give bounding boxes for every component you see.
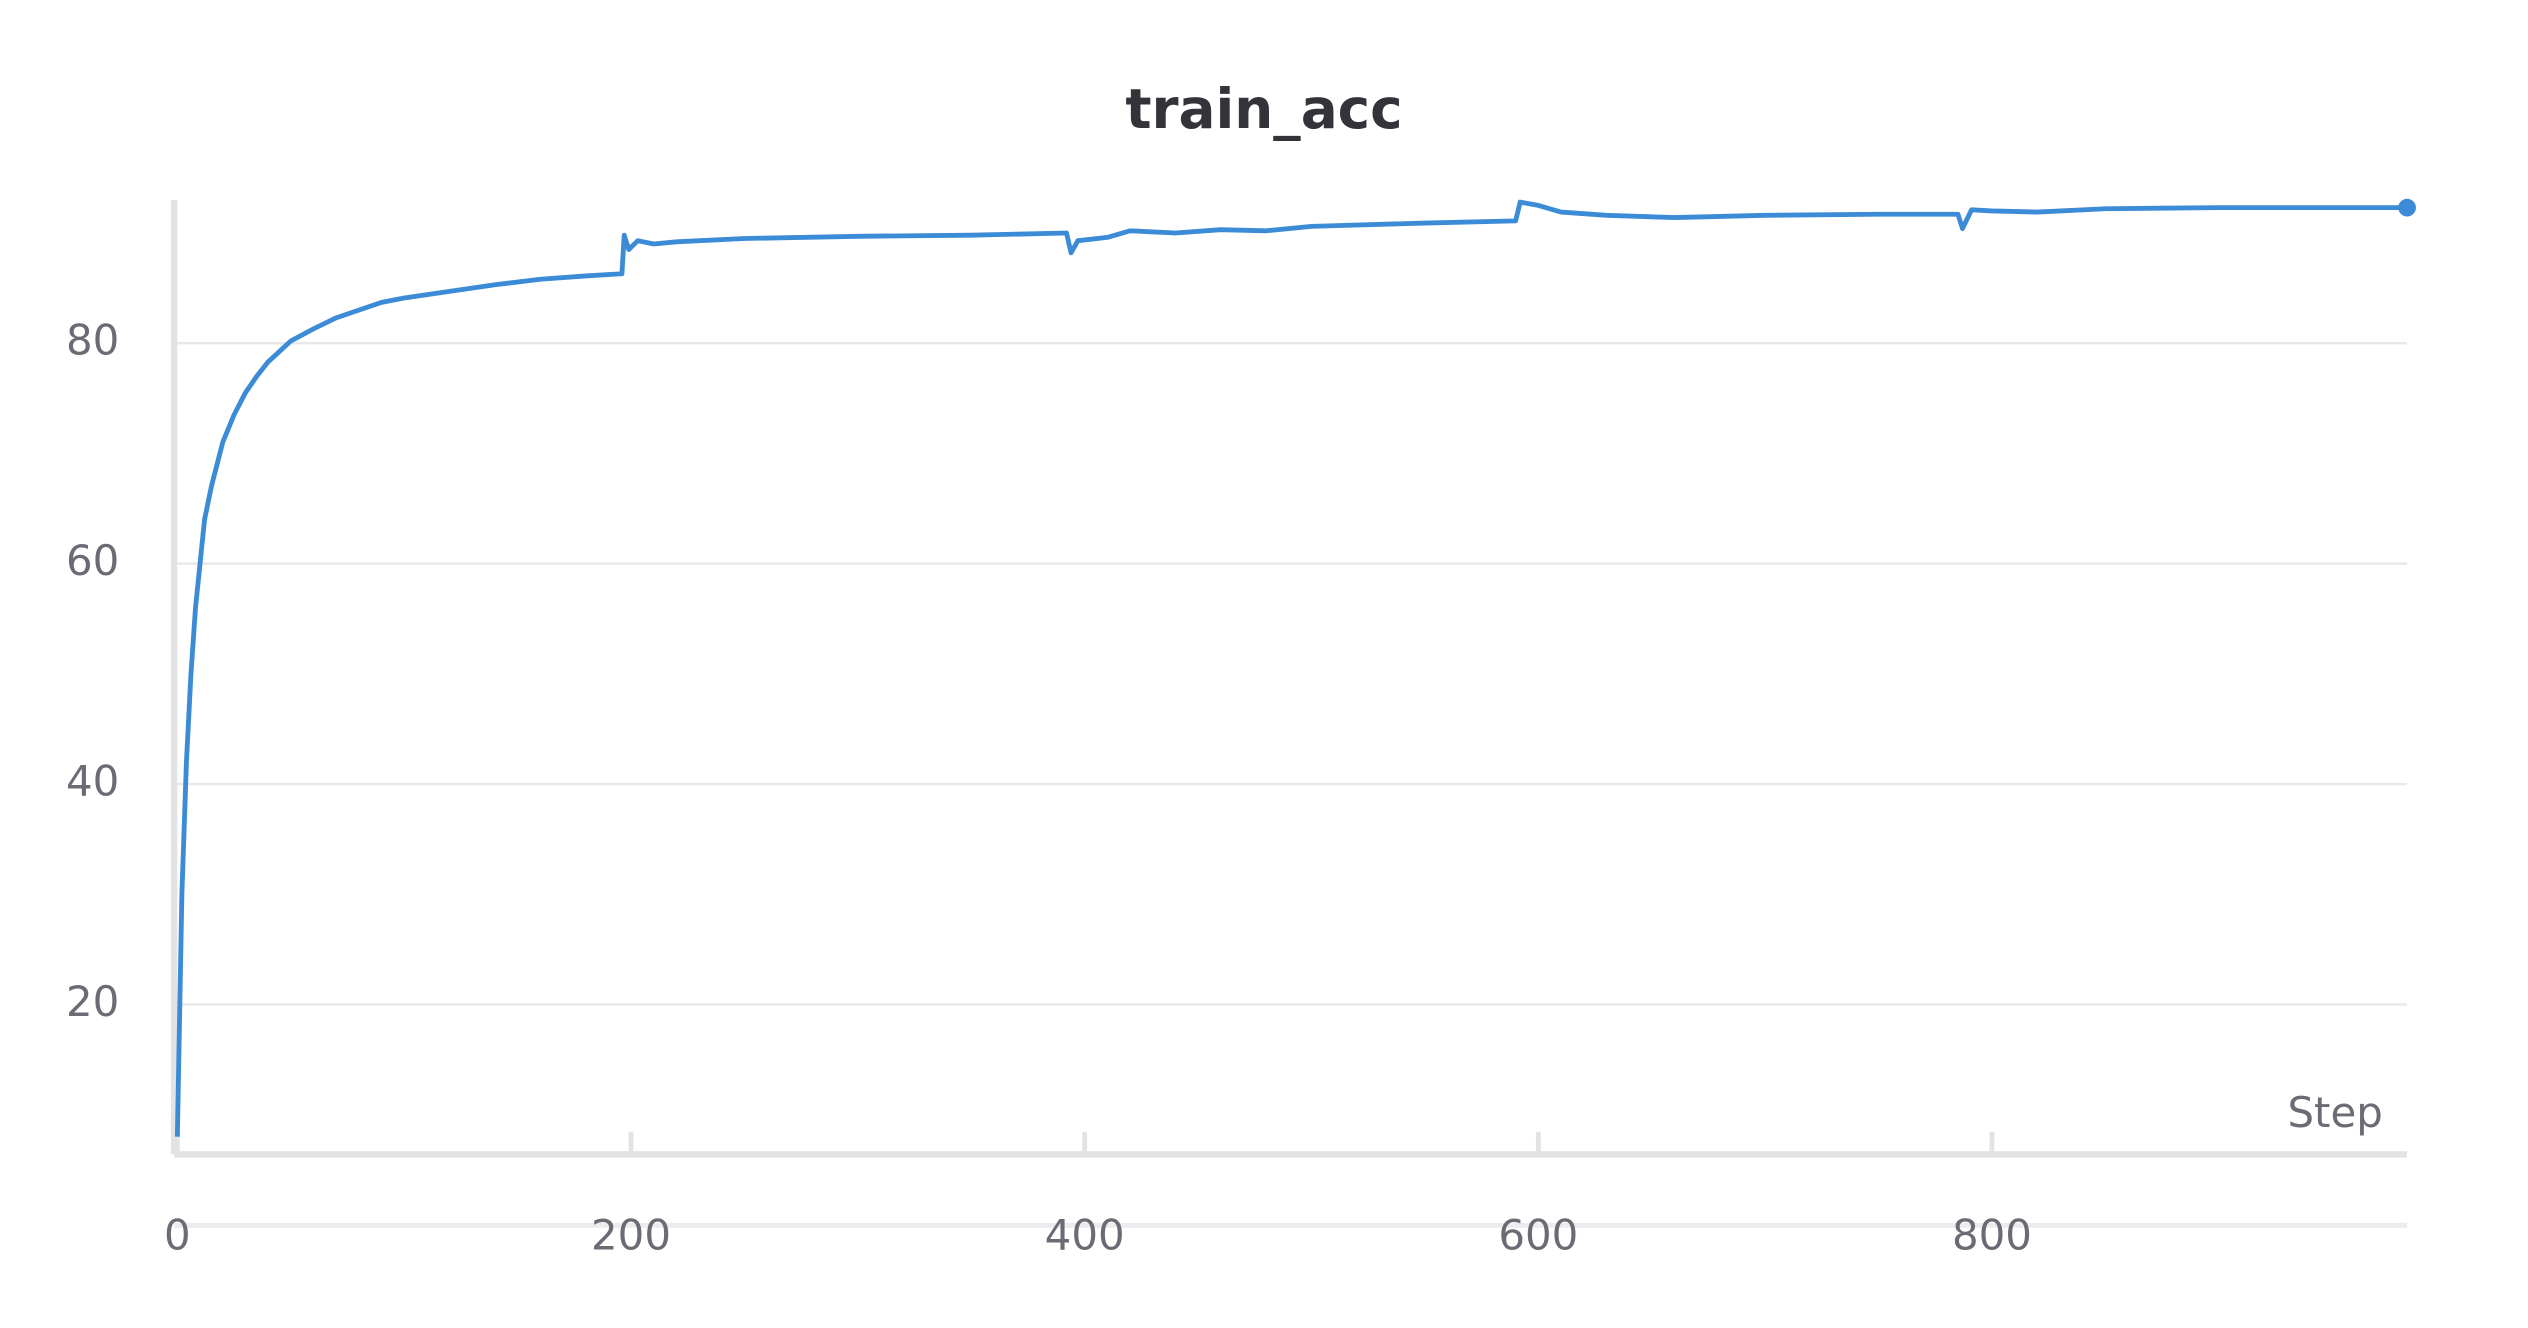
y-tick-label: 40 [66,757,119,806]
y-tick-label: 20 [66,977,119,1026]
x-tick-label: 400 [1045,1211,1125,1260]
end-point [2398,198,2416,217]
y-tick-label: 80 [66,316,119,365]
y-tick-label: 60 [66,536,119,585]
data-line [174,199,2408,1137]
x-tick-label: 0 [164,1211,191,1260]
x-tick-label: 600 [1498,1211,1578,1260]
x-tick-label: 200 [591,1211,671,1260]
x-axis-label: Step [2287,1088,2382,1137]
x-tick-label: 800 [1952,1211,2032,1260]
chart-title: train_acc [1125,77,1402,141]
